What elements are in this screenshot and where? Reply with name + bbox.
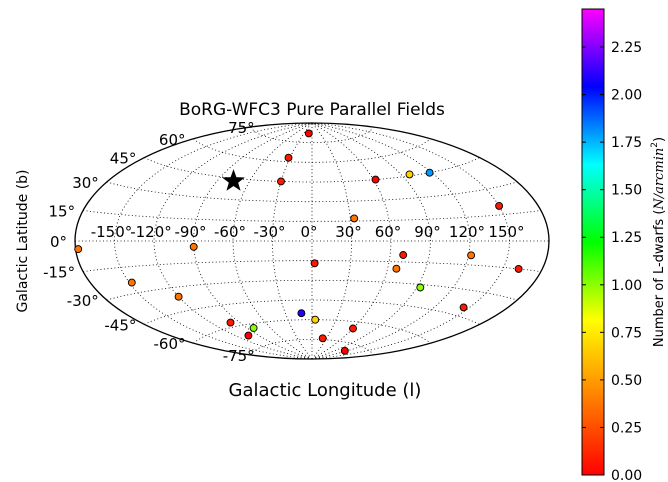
colorbar-tick-label: 0.75 [611, 325, 642, 341]
data-point [174, 292, 183, 301]
grid-lines [75, 123, 549, 359]
data-point [304, 129, 313, 138]
parallel-line [144, 299, 480, 325]
data-point [349, 324, 357, 333]
latitude-tick-label: -30° [67, 292, 99, 310]
latitude-tick-label: 60° [159, 131, 186, 149]
longitude-tick-label: 60° [375, 223, 402, 241]
data-point [514, 264, 523, 273]
parallel-line [106, 279, 518, 301]
data-point [297, 309, 306, 318]
data-point [226, 318, 235, 327]
star-marker [222, 169, 245, 191]
x-axis-label: Galactic Longitude (l) [229, 380, 422, 401]
longitude-tick-label: -30° [254, 223, 286, 241]
data-point [249, 324, 258, 332]
longitude-tick-label: -90° [175, 223, 207, 241]
data-point [392, 264, 401, 273]
projection-boundary [74, 122, 550, 360]
longitude-tick-label: -60° [214, 223, 246, 241]
data-point [425, 168, 434, 177]
data-point [371, 175, 380, 184]
data-point [318, 334, 327, 343]
meridian-line [153, 123, 313, 359]
data-point [405, 170, 414, 179]
data-point [127, 278, 136, 287]
colorbar-gradient [581, 8, 605, 476]
colorbar-tick-label: 0.00 [611, 468, 642, 482]
y-axis-label: Galactic Latitude (b) [15, 169, 31, 312]
longitude-tick-label: 90° [414, 223, 441, 241]
colorbar-tick-label: 1.25 [611, 230, 642, 246]
colorbar-tick-label: 1.00 [611, 278, 642, 294]
parallel-line [193, 138, 431, 163]
longitude-tick-label: -150° [91, 223, 133, 241]
colorbar-tick-label: 1.75 [611, 135, 642, 151]
latitude-tick-label: -45° [104, 316, 136, 334]
latitude-tick-label: -15° [43, 264, 75, 282]
meridian-line [311, 123, 431, 359]
longitude-tick-label: -120° [130, 223, 172, 241]
data-point [74, 245, 83, 254]
data-point [244, 331, 253, 340]
latitude-tick-label: -60° [154, 335, 186, 353]
meridian-line [232, 123, 313, 359]
data-point [277, 177, 285, 186]
parallel-line [106, 181, 518, 203]
data-point [189, 242, 198, 251]
data-point [459, 303, 468, 312]
latitude-tick-label: 45° [110, 150, 137, 168]
latitude-tick-label: -75° [223, 347, 255, 365]
longitude-tick-label: 30° [335, 223, 362, 241]
data-point [495, 201, 504, 210]
data-point [310, 259, 319, 268]
colorbar-tick-label: 0.50 [611, 373, 642, 389]
data-point [416, 283, 425, 292]
longitude-tick-label: 150° [488, 223, 524, 241]
data-point [284, 153, 293, 162]
longitude-tick-label: 120° [449, 223, 485, 241]
latitude-tick-label: 0° [50, 233, 67, 251]
colorbar-tick-label: 0.25 [611, 420, 642, 436]
data-point [467, 251, 476, 260]
latitude-tick-labels: -75° -60° -45° -30° -15° 0° 15° 30° 45° 60° 75° [43, 119, 255, 365]
meridian-line [311, 123, 510, 359]
colorbar-tick-label: 1.50 [611, 183, 642, 199]
longitude-tick-label: 0° [300, 223, 317, 241]
latitude-tick-label: 30° [72, 174, 99, 192]
latitude-tick-label: 15° [49, 203, 76, 221]
meridian-line [311, 123, 471, 359]
meridian-line [311, 123, 392, 359]
data-point [311, 315, 320, 324]
latitude-tick-label: 75° [228, 119, 255, 137]
meridian-line [311, 123, 352, 359]
data-point [340, 346, 349, 355]
chart-title: BoRG-WFC3 Pure Parallel Fields [179, 100, 445, 120]
colorbar: 0.00 0.25 0.50 0.75 1.00 1.25 1.50 1.75 2.00 2.25 [581, 8, 642, 482]
longitude-tick-labels: -150°-120° -90° -60° -30° 0° 30° 60° 90° 120° 150… [91, 223, 525, 241]
colorbar-tick-label: 2.00 [611, 88, 642, 104]
colorbar-label: Number of L-dwarfs (N/arcmin2) [650, 137, 667, 347]
parallel-line [83, 210, 541, 222]
data-points [74, 129, 523, 355]
colorbar-tick-label: 2.25 [611, 40, 642, 56]
data-point [350, 214, 359, 223]
data-point [399, 251, 408, 259]
